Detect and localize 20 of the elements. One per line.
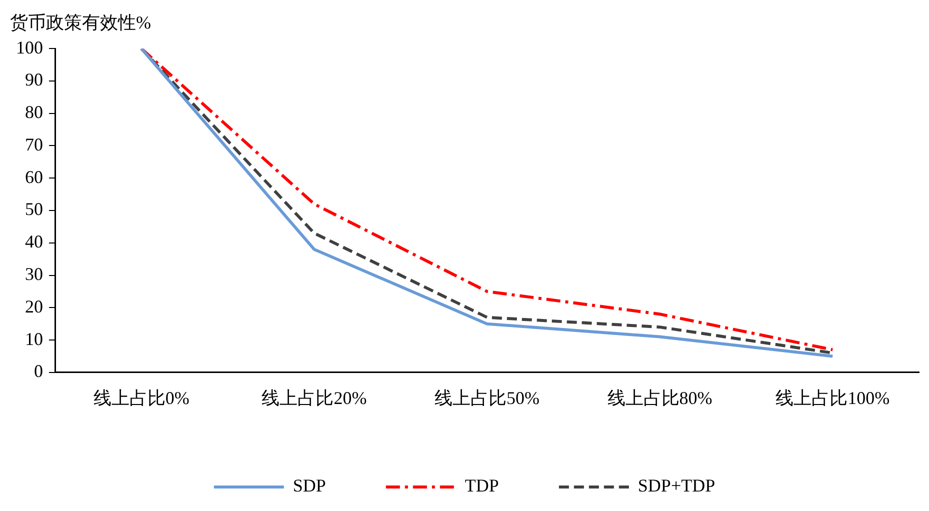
legend-label: SDP bbox=[292, 476, 326, 496]
y-tick-label: 0 bbox=[34, 361, 43, 382]
x-tick-label: 线上占比0% bbox=[93, 388, 190, 408]
y-tick-label: 90 bbox=[25, 70, 43, 90]
legend-label: TDP bbox=[464, 476, 499, 496]
legend-label: SDP+TDP bbox=[638, 476, 716, 496]
y-axis-title: 货币政策有效性% bbox=[10, 12, 151, 33]
y-tick-label: 80 bbox=[25, 102, 43, 122]
x-tick-label: 线上占比20% bbox=[262, 388, 367, 408]
y-tick-label: 30 bbox=[25, 264, 43, 284]
y-tick-label: 60 bbox=[25, 166, 43, 187]
x-tick-label: 线上占比100% bbox=[776, 388, 890, 408]
y-tick-label: 100 bbox=[16, 37, 43, 58]
y-tick-label: 10 bbox=[25, 328, 43, 349]
y-tick-label: 70 bbox=[25, 134, 43, 154]
y-tick-label: 20 bbox=[25, 296, 43, 316]
y-tick-label: 50 bbox=[25, 199, 43, 220]
x-tick-label: 线上占比80% bbox=[607, 388, 712, 408]
x-tick-label: 线上占比50% bbox=[434, 388, 540, 408]
y-tick-label: 40 bbox=[25, 232, 43, 252]
